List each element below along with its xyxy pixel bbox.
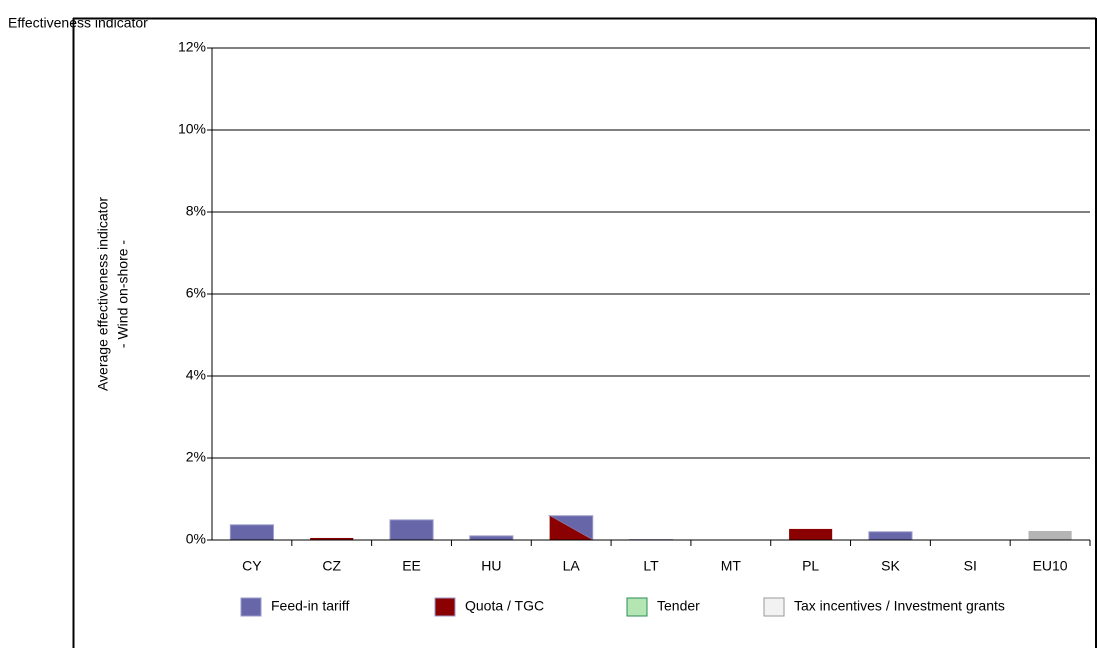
x-tick-label: HU — [481, 558, 501, 574]
x-tick-label: CZ — [322, 558, 341, 574]
y-axis-label: - Wind on-shore - — [115, 240, 131, 348]
bar — [389, 519, 434, 541]
x-tick-label: EE — [402, 558, 421, 574]
legend-swatch — [626, 597, 648, 617]
bar — [469, 535, 514, 541]
legend-swatch — [240, 597, 262, 617]
bar — [789, 528, 833, 540]
y-tick-label: 4% — [186, 367, 206, 383]
y-tick-label: 8% — [186, 203, 206, 219]
y-tick-label: 6% — [186, 285, 206, 301]
x-tick-label: SK — [881, 558, 900, 574]
x-tick-label: MT — [721, 558, 742, 574]
chart-title: Effectiveness indicator — [8, 15, 148, 31]
x-tick-label: LA — [563, 558, 581, 574]
x-tick-label: EU10 — [1033, 558, 1068, 574]
bar — [229, 524, 274, 541]
legend-label: Feed-in tariff — [271, 598, 349, 614]
x-tick-label: PL — [802, 558, 819, 574]
legend-swatch — [763, 597, 785, 617]
y-tick-label: 0% — [186, 531, 206, 547]
x-tick-label: SI — [964, 558, 977, 574]
legend-label: Tender — [657, 598, 700, 614]
legend-label: Quota / TGC — [465, 598, 544, 614]
legend-swatch — [434, 597, 456, 617]
y-tick-label: 12% — [178, 39, 206, 55]
y-axis-label: Average effectiveness indicator — [95, 197, 111, 391]
legend-label: Tax incentives / Investment grants — [794, 598, 1005, 614]
y-tick-label: 2% — [186, 449, 206, 465]
bar — [1028, 530, 1072, 540]
bar-part — [549, 515, 593, 540]
bar — [310, 537, 354, 540]
x-tick-label: LT — [643, 558, 659, 574]
y-tick-label: 10% — [178, 121, 206, 137]
bar — [868, 531, 913, 541]
x-tick-label: CY — [242, 558, 262, 574]
